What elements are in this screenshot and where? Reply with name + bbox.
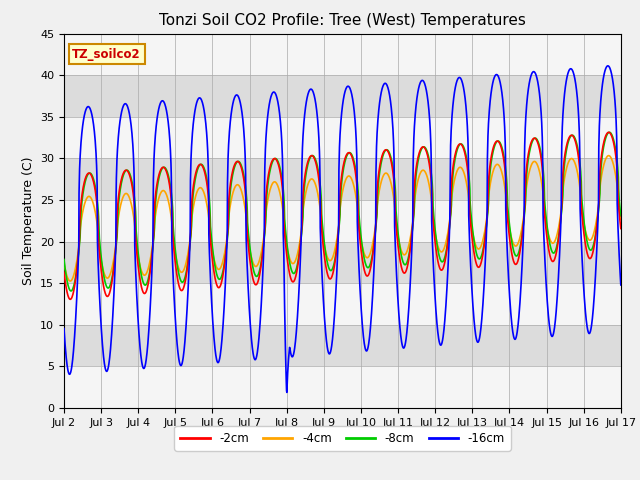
- Bar: [64, 325, 621, 366]
- Bar: [64, 283, 621, 325]
- Bar: [64, 200, 621, 241]
- Bar: [64, 158, 621, 200]
- Bar: [64, 75, 621, 117]
- Text: TZ_soilco2: TZ_soilco2: [72, 48, 141, 61]
- Bar: [64, 241, 621, 283]
- Y-axis label: Soil Temperature (C): Soil Temperature (C): [22, 156, 35, 285]
- Bar: [64, 117, 621, 158]
- Bar: [64, 366, 621, 408]
- Title: Tonzi Soil CO2 Profile: Tree (West) Temperatures: Tonzi Soil CO2 Profile: Tree (West) Temp…: [159, 13, 526, 28]
- Legend: -2cm, -4cm, -8cm, -16cm: -2cm, -4cm, -8cm, -16cm: [174, 426, 511, 451]
- Bar: [64, 34, 621, 75]
- X-axis label: Time: Time: [327, 433, 358, 446]
